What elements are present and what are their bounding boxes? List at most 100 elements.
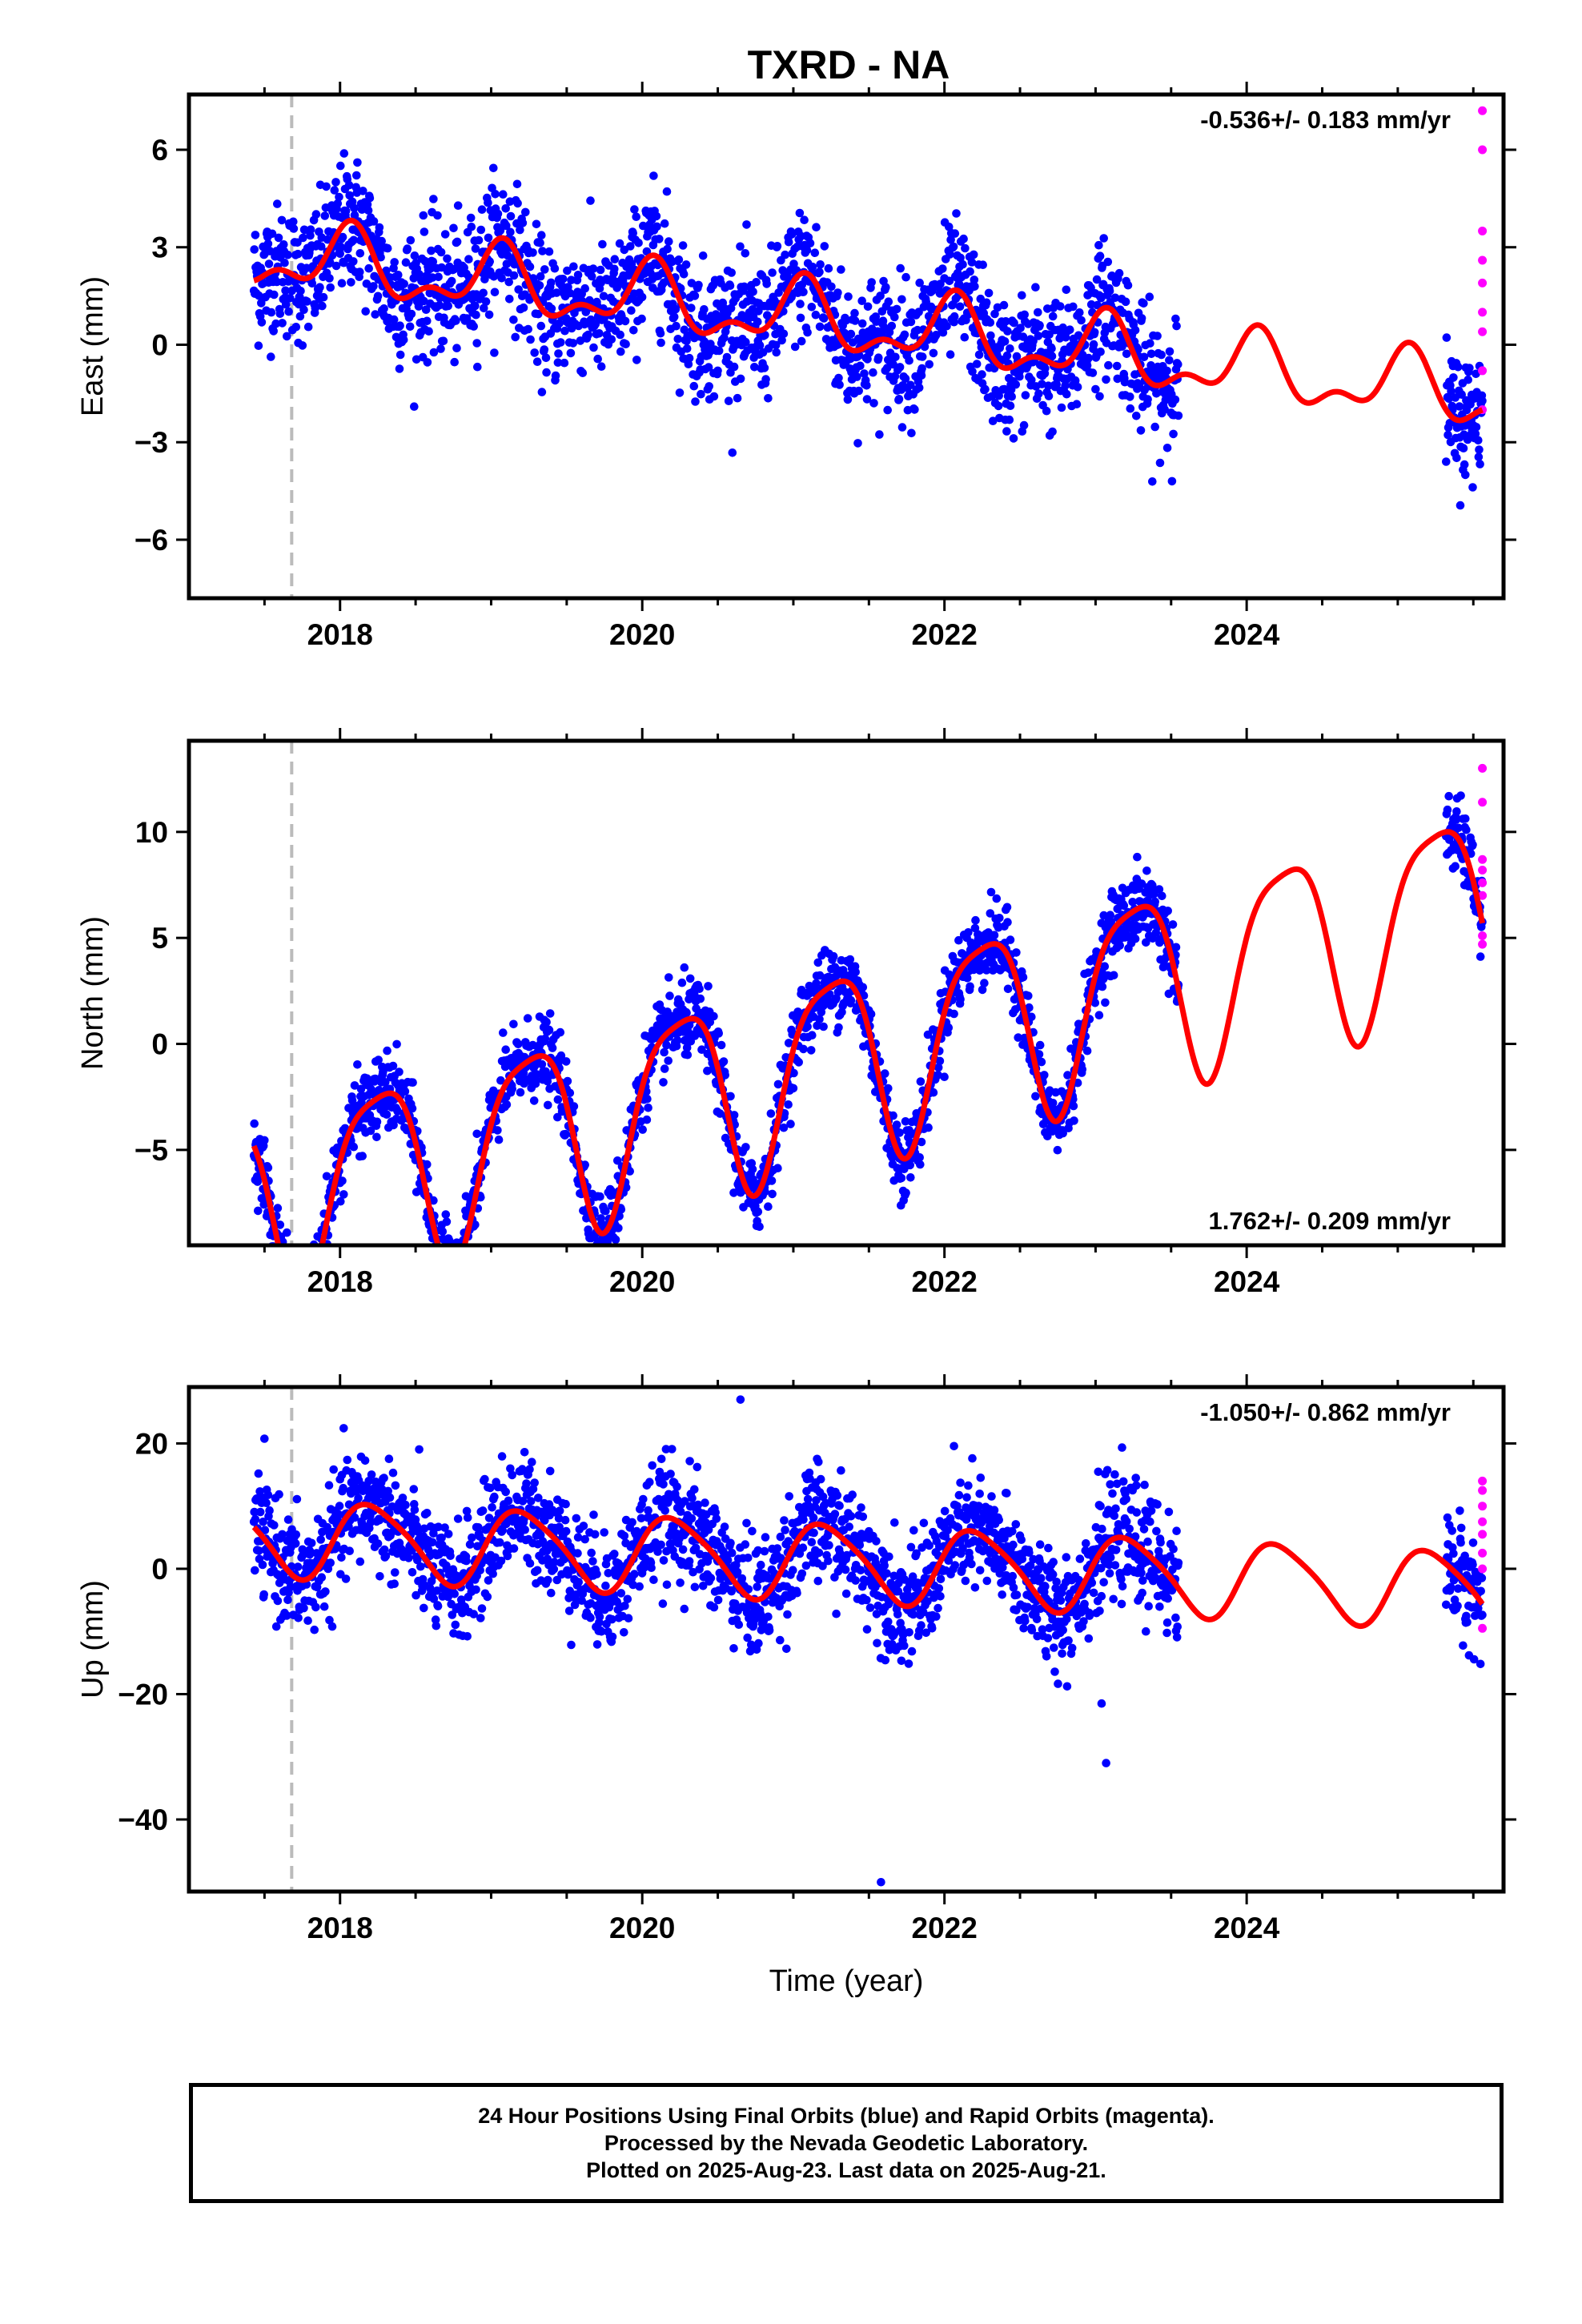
final-orbit-point: [1010, 318, 1018, 328]
final-orbit-point: [536, 271, 545, 281]
final-orbit-point: [704, 982, 713, 991]
rapid-orbit-point: [1478, 145, 1488, 155]
final-orbit-point: [1018, 972, 1028, 982]
final-orbit-point: [664, 1056, 673, 1065]
final-orbit-point: [681, 260, 691, 269]
final-orbit-point: [299, 1550, 307, 1560]
final-orbit-point: [548, 1043, 557, 1052]
final-orbit-point: [319, 1602, 329, 1611]
final-orbit-point: [799, 287, 808, 296]
final-orbit-point: [1018, 332, 1028, 341]
final-orbit-point: [317, 1573, 327, 1582]
final-orbit-point: [282, 1265, 291, 1273]
final-orbit-point: [347, 197, 357, 207]
final-orbit-point: [361, 307, 371, 316]
final-orbit-point: [1130, 934, 1140, 943]
final-orbit-point: [525, 1465, 534, 1474]
final-orbit-point: [615, 239, 624, 248]
final-orbit-point: [696, 994, 705, 1003]
final-orbit-point: [843, 395, 853, 404]
final-orbit-point: [591, 1250, 600, 1259]
final-orbit-point: [278, 1298, 287, 1307]
final-orbit-point: [960, 332, 970, 342]
final-orbit-point: [674, 255, 684, 264]
final-orbit-point: [460, 1254, 469, 1263]
final-orbit-point: [1047, 344, 1056, 353]
final-orbit-point: [298, 1285, 307, 1294]
final-orbit-point: [316, 1535, 326, 1544]
final-orbit-point: [1088, 368, 1098, 377]
final-orbit-point: [436, 1272, 445, 1281]
final-orbit-point: [741, 249, 750, 258]
final-orbit-point: [779, 329, 789, 339]
final-orbit-point: [552, 288, 561, 297]
final-orbit-point: [283, 1228, 291, 1237]
final-orbit-point: [452, 344, 461, 353]
final-orbit-point: [682, 344, 692, 353]
final-orbit-point: [789, 1068, 798, 1078]
final-orbit-point: [628, 228, 637, 238]
final-orbit-point: [537, 231, 546, 240]
y-tick-label: 0: [151, 1028, 168, 1061]
final-orbit-point: [339, 1424, 348, 1433]
final-orbit-point: [448, 1263, 456, 1272]
final-orbit-point: [1024, 991, 1033, 1000]
final-orbit-point: [576, 336, 585, 345]
final-orbit-point: [375, 223, 384, 232]
final-orbit-point: [472, 310, 480, 320]
final-orbit-point: [808, 262, 817, 271]
final-orbit-point: [532, 357, 542, 367]
final-orbit-point: [450, 357, 459, 367]
final-orbit-point: [456, 1265, 465, 1274]
final-orbit-point: [566, 348, 576, 358]
final-orbit-point: [319, 1255, 327, 1264]
final-orbit-point: [895, 363, 905, 372]
final-orbit-point: [761, 375, 770, 384]
final-orbit-point: [355, 1557, 365, 1566]
final-orbit-point: [490, 1492, 499, 1502]
final-orbit-point: [423, 358, 432, 367]
final-orbit-point: [326, 1558, 335, 1567]
final-orbit-point: [986, 909, 995, 918]
final-orbit-point: [275, 1256, 284, 1265]
final-orbit-point: [663, 244, 672, 254]
final-orbit-point: [455, 1260, 464, 1269]
final-orbit-point: [520, 1448, 529, 1457]
final-orbit-point: [463, 1280, 472, 1289]
final-orbit-point: [1162, 444, 1172, 452]
final-orbit-point: [580, 1160, 589, 1169]
final-orbit-point: [917, 352, 927, 361]
final-orbit-point: [298, 341, 307, 350]
final-orbit-point: [349, 257, 358, 266]
final-orbit-point: [518, 1465, 527, 1474]
final-orbit-point: [267, 352, 275, 361]
final-orbit-point: [291, 1530, 301, 1539]
final-orbit-point: [1084, 353, 1094, 363]
final-orbit-point: [901, 272, 910, 282]
final-orbit-point: [561, 1129, 570, 1139]
final-orbit-point: [254, 1469, 263, 1478]
final-orbit-point: [445, 1236, 454, 1245]
final-orbit-point: [1153, 332, 1162, 340]
final-orbit-point: [736, 374, 745, 384]
final-orbit-point: [815, 971, 825, 980]
final-orbit-point: [466, 213, 476, 223]
final-orbit-point: [330, 186, 339, 195]
final-orbit-point: [477, 205, 487, 215]
final-orbit-point: [544, 1100, 552, 1110]
final-orbit-point: [526, 1497, 536, 1506]
final-orbit-point: [251, 1514, 260, 1524]
final-orbit-point: [834, 373, 843, 383]
final-orbit-point: [357, 1098, 366, 1108]
final-orbit-point: [1083, 968, 1093, 977]
final-orbit-point: [802, 246, 812, 255]
final-orbit-point: [638, 1125, 647, 1134]
final-orbit-point: [560, 326, 569, 336]
final-orbit-point: [316, 242, 326, 251]
final-orbit-point: [1476, 952, 1485, 961]
final-orbit-point: [982, 298, 991, 308]
final-orbit-point: [322, 1172, 331, 1181]
final-orbit-point: [420, 296, 428, 306]
final-orbit-point: [992, 894, 1002, 903]
